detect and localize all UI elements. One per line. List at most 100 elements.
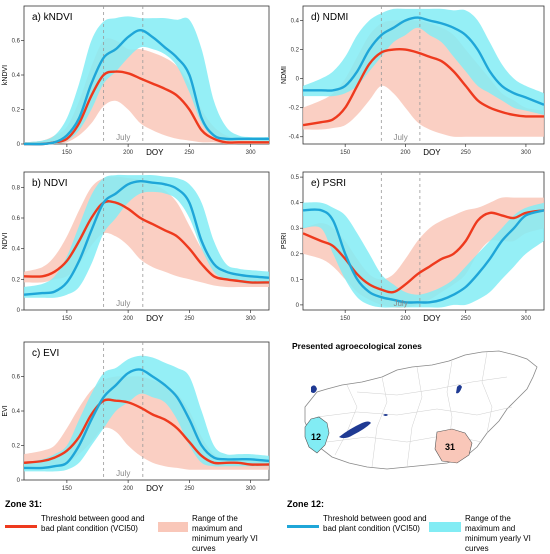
knDVI-chart: 150 200 250 300 0 0.2 0.4 0.6 a) kNDVI July DOY kND… <box>2 5 270 157</box>
y-tick-label: -0.2 <box>289 106 300 112</box>
y-tick-label: 0.5 <box>291 175 300 181</box>
y-tick-label: 0.2 <box>12 444 21 450</box>
y-tick-label: 0.2 <box>12 277 21 283</box>
y-tick-label: 0.3 <box>291 226 300 232</box>
legend-zone31-title: Zone 31: <box>5 499 43 509</box>
y-axis-label: EVI <box>2 405 9 416</box>
legend-zone12-line-text: Threshold between good and bad plant con… <box>323 514 427 533</box>
lake-tisza <box>456 385 462 394</box>
zone12-vci50-line <box>23 29 269 146</box>
x-tick-label: 200 <box>123 316 134 322</box>
x-axis-label: DOY <box>146 148 164 157</box>
july-label: July <box>116 133 130 142</box>
x-tick-label: 150 <box>340 150 351 156</box>
legend-zone31-line-swatch <box>5 525 37 528</box>
x-tick-label: 250 <box>184 316 195 322</box>
zone12-range-band <box>24 174 269 298</box>
x-tick-label: 150 <box>62 486 73 492</box>
y-tick-label: 0 <box>296 303 300 309</box>
x-tick-label: 200 <box>400 150 411 156</box>
x-tick-label: 150 <box>340 316 351 322</box>
country-outline <box>304 350 538 470</box>
x-tick-label: 300 <box>521 150 532 156</box>
y-tick-label: 0 <box>17 142 21 148</box>
agroecological-zones-map: Presented agroecological zones 12 31 <box>287 337 550 487</box>
y-tick-label: 0.4 <box>291 19 300 25</box>
zone12-vci50-line <box>23 368 270 470</box>
y-tick-label: 0.8 <box>12 185 21 191</box>
y-tick-label: 0.6 <box>12 39 21 45</box>
zone31-vci50-line <box>23 200 270 284</box>
zone-31-label: 31 <box>445 442 455 452</box>
zone-12-label: 12 <box>311 432 321 442</box>
x-axis-label: DOY <box>423 148 441 157</box>
legend-zone12-line-swatch <box>287 525 319 528</box>
legend-zone31-line-text: Threshold between good and bad plant con… <box>41 514 145 533</box>
july-label: July <box>393 133 407 142</box>
y-tick-label: 0.4 <box>12 409 21 415</box>
zone12-range-band <box>303 8 544 115</box>
y-tick-label: 0.2 <box>12 108 21 114</box>
zone12-range-band <box>24 355 269 472</box>
legend-zone12: Zone 12: Threshold between good and bad … <box>284 495 550 553</box>
chart-title: c) EVI <box>32 348 59 359</box>
y-tick-label: 0 <box>296 77 300 83</box>
zone12-vci50-line <box>302 16 545 106</box>
psri-chart: 150 200 250 300 0 0.1 0.2 0.3 0.4 0.5 e) PSRI July D… <box>281 171 545 323</box>
legend-zone12-band-swatch <box>429 522 461 532</box>
x-tick-label: 250 <box>184 486 195 492</box>
chart-title: d) NDMI <box>311 12 348 23</box>
zone31-vci50-line <box>23 398 270 466</box>
y-tick-label: -0.4 <box>289 135 300 141</box>
legend-zone12-title: Zone 12: <box>287 499 325 509</box>
y-tick-label: 0.4 <box>291 201 300 207</box>
y-tick-label: 0.6 <box>12 375 21 381</box>
x-tick-label: 300 <box>246 316 257 322</box>
lake-ferto <box>311 385 317 393</box>
x-tick-label: 200 <box>123 150 134 156</box>
lake-velence <box>383 414 388 416</box>
x-tick-label: 150 <box>62 316 73 322</box>
chart-title: b) NDVI <box>32 178 68 189</box>
july-label: July <box>116 299 130 308</box>
chart-title: e) PSRI <box>311 178 346 189</box>
legend-zone12-band-text: Range of the maximum and minimum yearly … <box>465 514 531 553</box>
y-tick-label: 0.4 <box>12 73 21 79</box>
y-axis-label: kNDVI <box>2 65 9 85</box>
lake-balaton <box>339 421 371 439</box>
y-tick-label: 0 <box>17 478 21 484</box>
x-tick-label: 200 <box>123 486 134 492</box>
x-tick-label: 200 <box>400 316 411 322</box>
y-axis-label: PSRI <box>281 233 288 249</box>
x-tick-label: 150 <box>62 150 73 156</box>
zone31-vci50-line <box>23 70 269 146</box>
y-axis-label: NDMI <box>281 66 288 84</box>
x-tick-label: 300 <box>521 316 532 322</box>
july-label: July <box>393 299 407 308</box>
x-tick-label: 250 <box>461 150 472 156</box>
x-axis-label: DOY <box>423 314 441 323</box>
x-tick-label: 300 <box>246 486 257 492</box>
zone12-vci50-line <box>23 179 270 296</box>
zone-31-area <box>434 428 473 464</box>
ndmi-chart: 150 200 250 300 -0.4 -0.2 0 0.2 0.4 d) NDMI July DO… <box>281 5 545 157</box>
map-title: Presented agroecological zones <box>292 341 422 351</box>
zone12-vci50-line <box>302 208 545 304</box>
x-tick-label: 300 <box>246 150 257 156</box>
x-tick-label: 250 <box>461 316 472 322</box>
zone31-vci50-line <box>302 209 545 294</box>
hungary-map: 12 31 <box>304 350 538 470</box>
chart-title: a) kNDVI <box>32 12 73 23</box>
x-tick-label: 250 <box>184 150 195 156</box>
y-tick-label: 0.2 <box>291 48 300 54</box>
y-tick-label: 0.1 <box>291 277 300 283</box>
y-tick-label: 0 <box>17 308 21 314</box>
y-tick-label: 0.2 <box>291 252 300 258</box>
y-tick-label: 0.6 <box>12 216 21 222</box>
y-tick-label: 0.4 <box>12 247 21 253</box>
y-axis-label: NDVI <box>2 233 9 250</box>
legend-zone31-band-swatch <box>158 522 188 532</box>
x-axis-label: DOY <box>146 484 164 493</box>
evi-chart: 150 200 250 300 0 0.2 0.4 0.6 c) EVI July DOY EVI <box>2 341 270 493</box>
zone31-vci50-line <box>302 48 545 127</box>
